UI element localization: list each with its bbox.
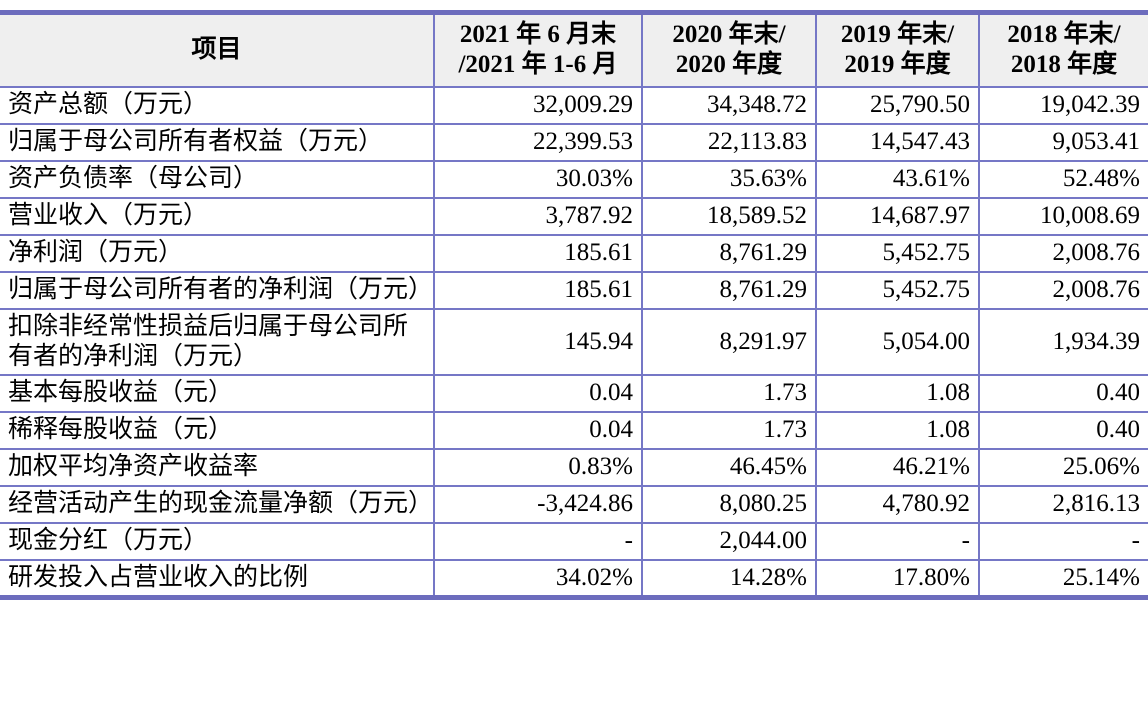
row-value: 18,589.52	[641, 196, 817, 236]
row-value: 8,080.25	[641, 484, 817, 524]
header-cell-period-2021: 2021 年 6 月末 /2021 年 1-6 月	[433, 11, 643, 88]
row-value: 14,547.43	[815, 122, 980, 162]
row-value: 30.03%	[433, 159, 643, 199]
table-row: 净利润（万元） 185.61 8,761.29 5,452.75 2,008.76	[0, 233, 1148, 273]
row-value: 1.73	[641, 373, 817, 413]
header-row: 项目 2021 年 6 月末 /2021 年 1-6 月 2020 年末/ 20…	[0, 11, 1148, 88]
header-line-1: 2018 年末/	[1007, 21, 1121, 49]
table-header: 项目 2021 年 6 月末 /2021 年 1-6 月 2020 年末/ 20…	[0, 11, 1148, 88]
row-value: 52.48%	[978, 159, 1148, 199]
row-value: 35.63%	[641, 159, 817, 199]
row-value: 0.04	[433, 373, 643, 413]
row-value: 5,452.75	[815, 270, 980, 310]
row-value: 46.21%	[815, 447, 980, 487]
header-line-2: 2019 年度	[844, 51, 951, 79]
row-value: 0.04	[433, 410, 643, 450]
row-value: 2,816.13	[978, 484, 1148, 524]
row-value: 9,053.41	[978, 122, 1148, 162]
row-label: 经营活动产生的现金流量净额（万元）	[0, 484, 435, 524]
row-value: 2,008.76	[978, 270, 1148, 310]
row-value: 0.40	[978, 410, 1148, 450]
header-line-1: 2020 年末/	[672, 21, 786, 49]
row-value: 1.08	[815, 373, 980, 413]
row-value: 3,787.92	[433, 196, 643, 236]
row-value: -	[815, 521, 980, 561]
row-value: 22,113.83	[641, 122, 817, 162]
row-value: 34.02%	[433, 558, 643, 598]
row-value: 5,054.00	[815, 307, 980, 376]
row-label: 基本每股收益（元）	[0, 373, 435, 413]
row-value: 0.83%	[433, 447, 643, 487]
row-value: 145.94	[433, 307, 643, 376]
row-value: 185.61	[433, 233, 643, 273]
row-label: 稀释每股收益（元）	[0, 410, 435, 450]
row-value: 34,348.72	[641, 85, 817, 125]
row-label: 净利润（万元）	[0, 233, 435, 273]
table-row: 归属于母公司所有者的净利润（万元） 185.61 8,761.29 5,452.75 2…	[0, 270, 1148, 310]
row-value: 14.28%	[641, 558, 817, 598]
row-value: 1,934.39	[978, 307, 1148, 376]
header-line-2: 2020 年度	[675, 51, 783, 79]
row-label: 现金分红（万元）	[0, 521, 435, 561]
header-cell-period-2018: 2018 年末/ 2018 年度	[978, 11, 1148, 88]
row-label: 扣除非经常性损益后归属于母公司所有者的净利润（万元）	[0, 307, 435, 376]
row-value: 0.40	[978, 373, 1148, 413]
header-line-1: 2021 年 6 月末	[459, 21, 617, 49]
financial-summary-table: 项目 2021 年 6 月末 /2021 年 1-6 月 2020 年末/ 20…	[0, 10, 1148, 600]
row-value: 1.73	[641, 410, 817, 450]
row-value: 25,790.50	[815, 85, 980, 125]
header-line-1: 2019 年末/	[840, 21, 955, 49]
row-value: 5,452.75	[815, 233, 980, 273]
row-label: 资产总额（万元）	[0, 85, 435, 125]
table-row: 基本每股收益（元） 0.04 1.73 1.08 0.40	[0, 373, 1148, 413]
table-row: 加权平均净资产收益率 0.83% 46.45% 46.21% 25.06%	[0, 447, 1148, 487]
header-item-label: 项目	[191, 36, 242, 64]
row-value: 43.61%	[815, 159, 980, 199]
table-row: 经营活动产生的现金流量净额（万元） -3,424.86 8,080.25 4,780.…	[0, 484, 1148, 524]
row-value: -	[433, 521, 643, 561]
row-value: 2,008.76	[978, 233, 1148, 273]
row-value: 14,687.97	[815, 196, 980, 236]
table-row: 扣除非经常性损益后归属于母公司所有者的净利润（万元） 145.94 8,291.97…	[0, 307, 1148, 376]
table-row: 归属于母公司所有者权益（万元） 22,399.53 22,113.83 14,547.…	[0, 122, 1148, 162]
table-row: 资产总额（万元） 32,009.29 34,348.72 25,790.50 19,04…	[0, 85, 1148, 125]
row-value: 25.14%	[978, 558, 1148, 598]
table-body: 资产总额（万元） 32,009.29 34,348.72 25,790.50 19,04…	[0, 85, 1148, 598]
row-value: 1.08	[815, 410, 980, 450]
table-row: 资产负债率（母公司） 30.03% 35.63% 43.61% 52.48%	[0, 159, 1148, 199]
header-cell-item: 项目	[0, 11, 435, 88]
row-value: 8,291.97	[641, 307, 817, 376]
table-row: 研发投入占营业收入的比例 34.02% 14.28% 17.80% 25.14%	[0, 558, 1148, 598]
header-cell-period-2020: 2020 年末/ 2020 年度	[641, 11, 817, 88]
row-value: 10,008.69	[978, 196, 1148, 236]
table-row: 稀释每股收益（元） 0.04 1.73 1.08 0.40	[0, 410, 1148, 450]
row-value: 32,009.29	[433, 85, 643, 125]
table-row: 现金分红（万元） -2,044.00- -	[0, 521, 1148, 561]
row-value: 4,780.92	[815, 484, 980, 524]
row-value: -	[978, 521, 1148, 561]
row-value: -3,424.86	[433, 484, 643, 524]
row-label: 加权平均净资产收益率	[0, 447, 435, 487]
header-line-2: /2021 年 1-6 月	[458, 51, 618, 79]
row-label: 归属于母公司所有者的净利润（万元）	[0, 270, 435, 310]
row-value: 19,042.39	[978, 85, 1148, 125]
header-cell-period-2019: 2019 年末/ 2019 年度	[815, 11, 980, 88]
row-value: 25.06%	[978, 447, 1148, 487]
row-value: 46.45%	[641, 447, 817, 487]
row-label: 研发投入占营业收入的比例	[0, 558, 435, 598]
row-value: 185.61	[433, 270, 643, 310]
table-row: 营业收入（万元） 3,787.92 18,589.52 14,687.97 10,008…	[0, 196, 1148, 236]
header-line-2: 2018 年度	[1010, 51, 1118, 79]
row-value: 8,761.29	[641, 270, 817, 310]
row-label: 归属于母公司所有者权益（万元）	[0, 122, 435, 162]
row-label: 资产负债率（母公司）	[0, 159, 435, 199]
row-value: 2,044.00	[641, 521, 817, 561]
row-value: 17.80%	[815, 558, 980, 598]
row-value: 22,399.53	[433, 122, 643, 162]
row-label: 营业收入（万元）	[0, 196, 435, 236]
row-value: 8,761.29	[641, 233, 817, 273]
